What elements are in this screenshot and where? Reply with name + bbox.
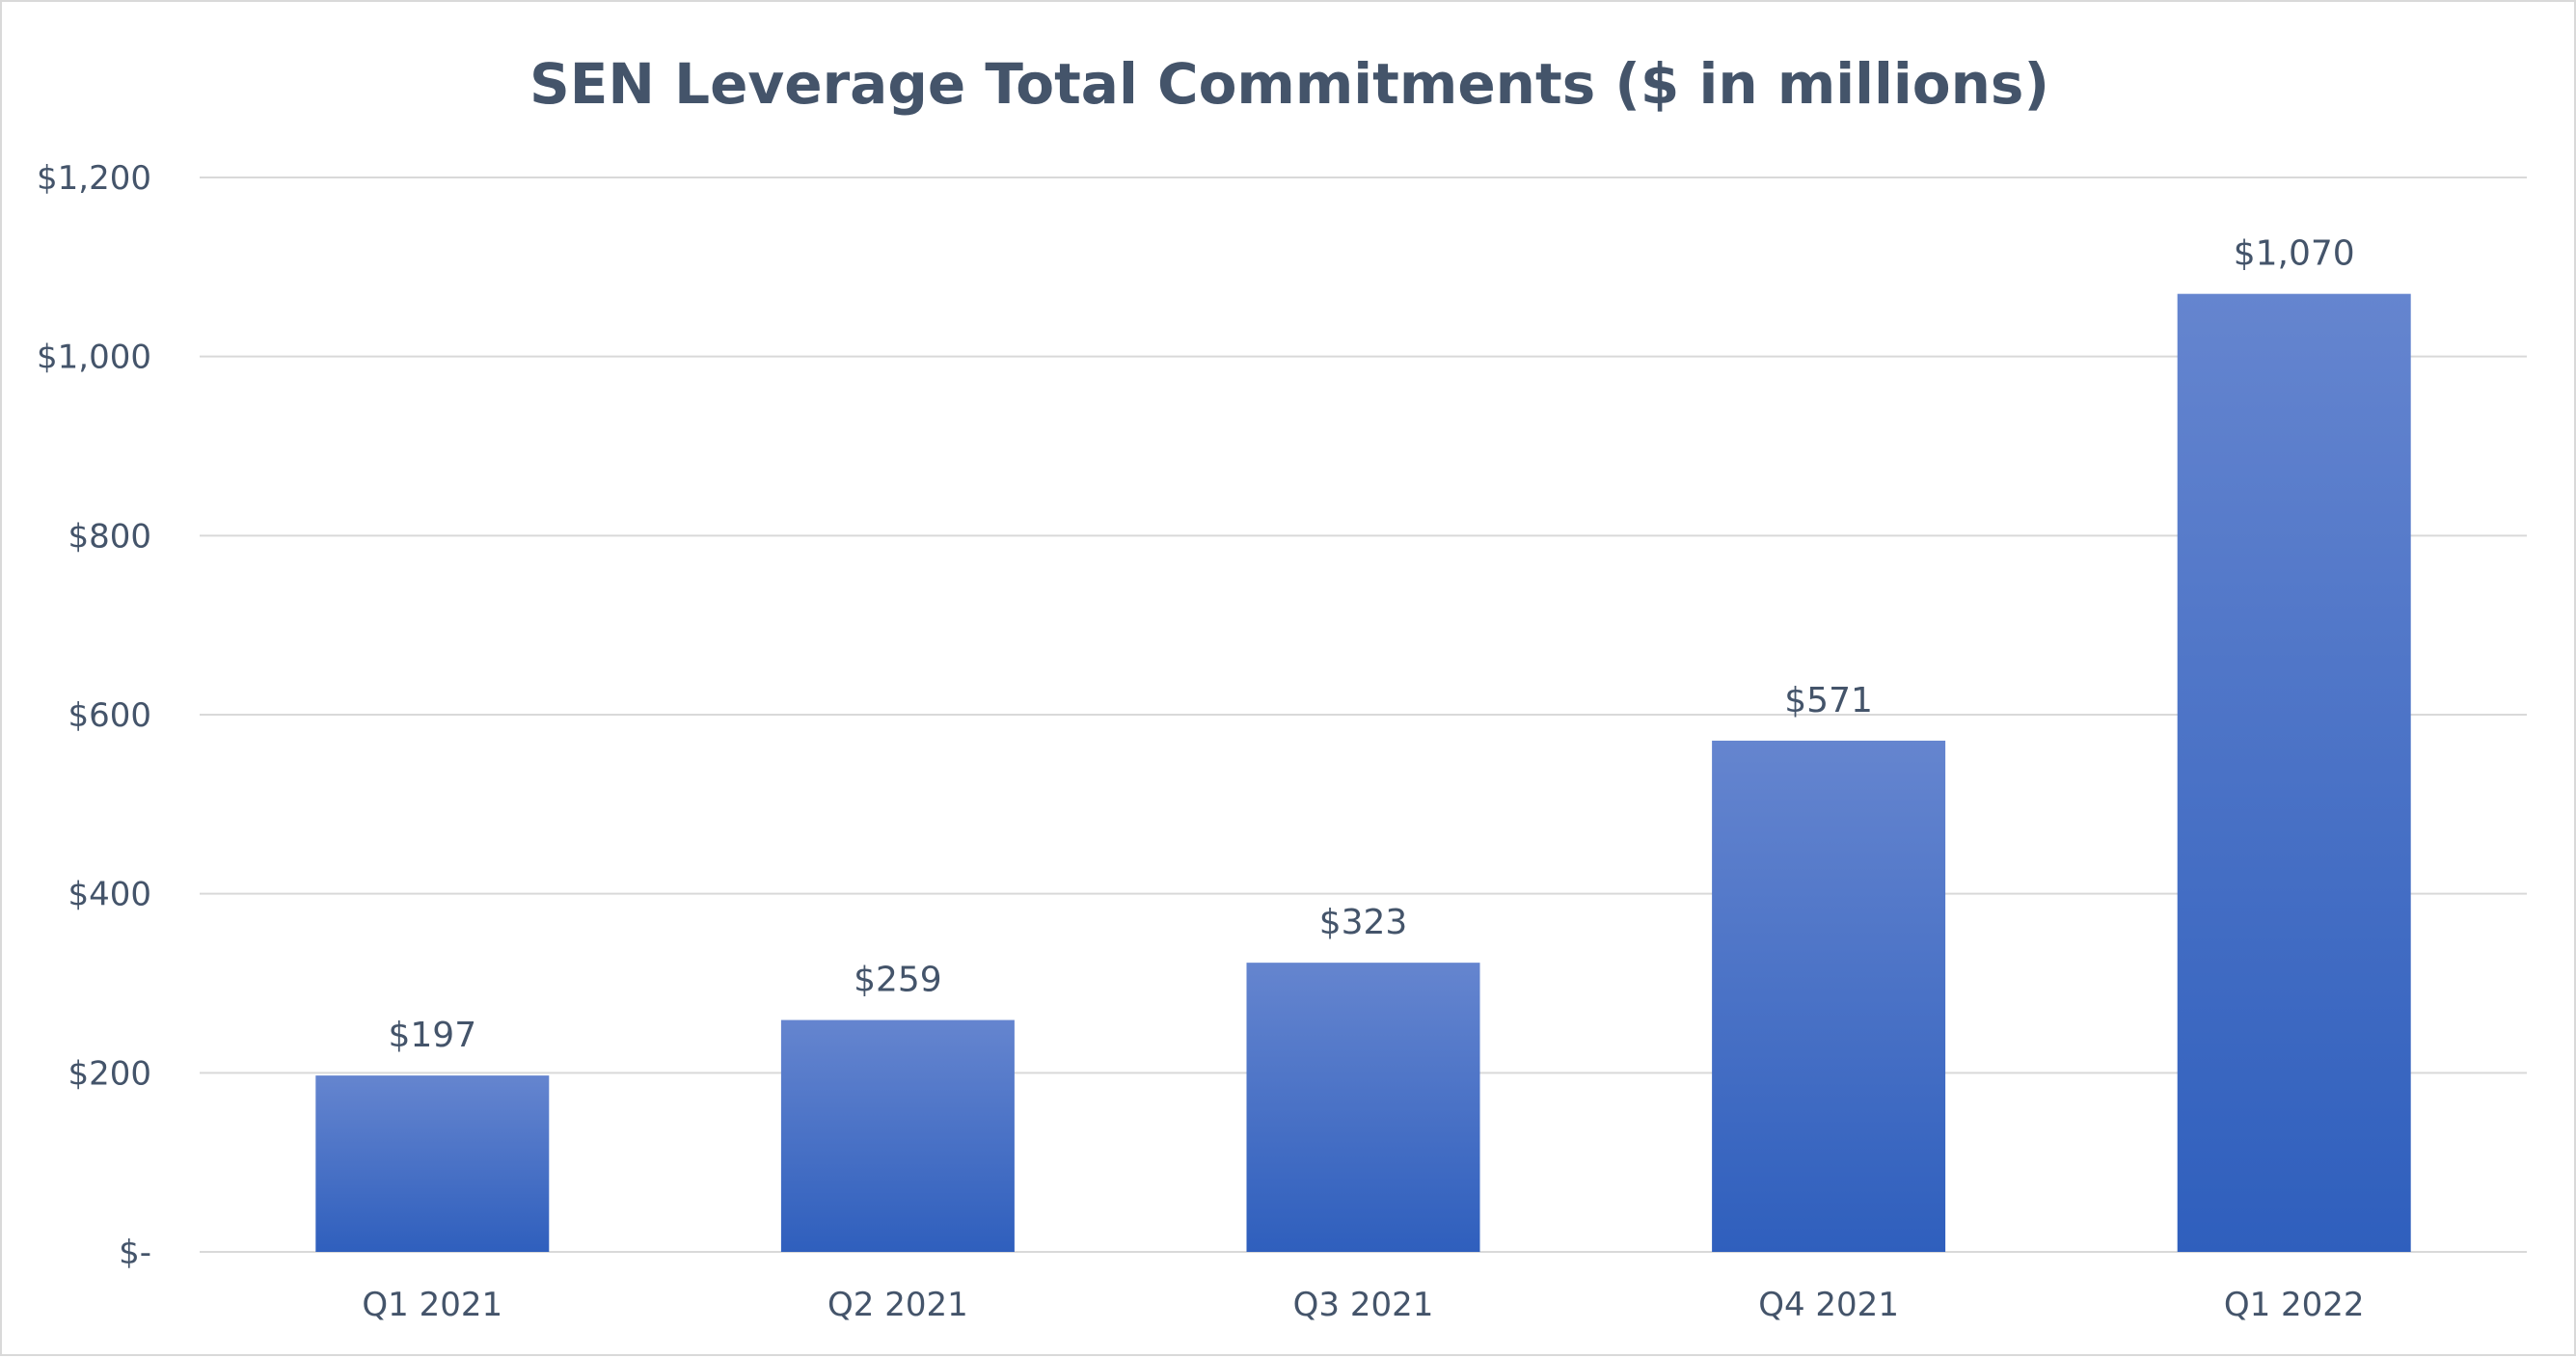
- data-label: $1,070: [2234, 234, 2355, 274]
- bar: [315, 1075, 550, 1252]
- x-tick-label: Q1 2022: [2224, 1286, 2365, 1324]
- bar: [2177, 293, 2411, 1252]
- y-axis-tick-labels: $- $200 $400 $600 $800 $1,000 $1,200: [37, 159, 151, 1272]
- y-tick-label: $400: [68, 876, 151, 914]
- gridlines: [200, 177, 2527, 1253]
- x-tick-label: Q1 2021: [362, 1286, 502, 1324]
- chart-title: SEN Leverage Total Commitments ($ in mil…: [529, 51, 2049, 117]
- y-tick-label: $1,000: [37, 339, 151, 377]
- y-tick-label: $600: [68, 696, 151, 735]
- x-axis-tick-labels: Q1 2021 Q2 2021 Q3 2021 Q4 2021 Q1 2022: [362, 1286, 2364, 1324]
- x-tick-label: Q4 2021: [1758, 1286, 1899, 1324]
- bars: [315, 293, 2411, 1252]
- data-label: $259: [854, 961, 942, 1000]
- bar: [1712, 740, 1946, 1252]
- data-label: $323: [1319, 903, 1408, 942]
- bar: [780, 1019, 1015, 1252]
- x-tick-label: Q3 2021: [1293, 1286, 1434, 1324]
- data-labels: $197 $259 $323 $571 $1,070: [388, 234, 2354, 1055]
- y-tick-label: $1,200: [37, 159, 151, 198]
- y-tick-label: $800: [68, 517, 151, 556]
- data-label: $197: [388, 1016, 476, 1055]
- x-tick-label: Q2 2021: [827, 1286, 968, 1324]
- bar: [1246, 963, 1480, 1252]
- y-tick-label: $-: [119, 1234, 151, 1272]
- data-label: $571: [1784, 681, 1873, 720]
- y-tick-label: $200: [68, 1054, 151, 1093]
